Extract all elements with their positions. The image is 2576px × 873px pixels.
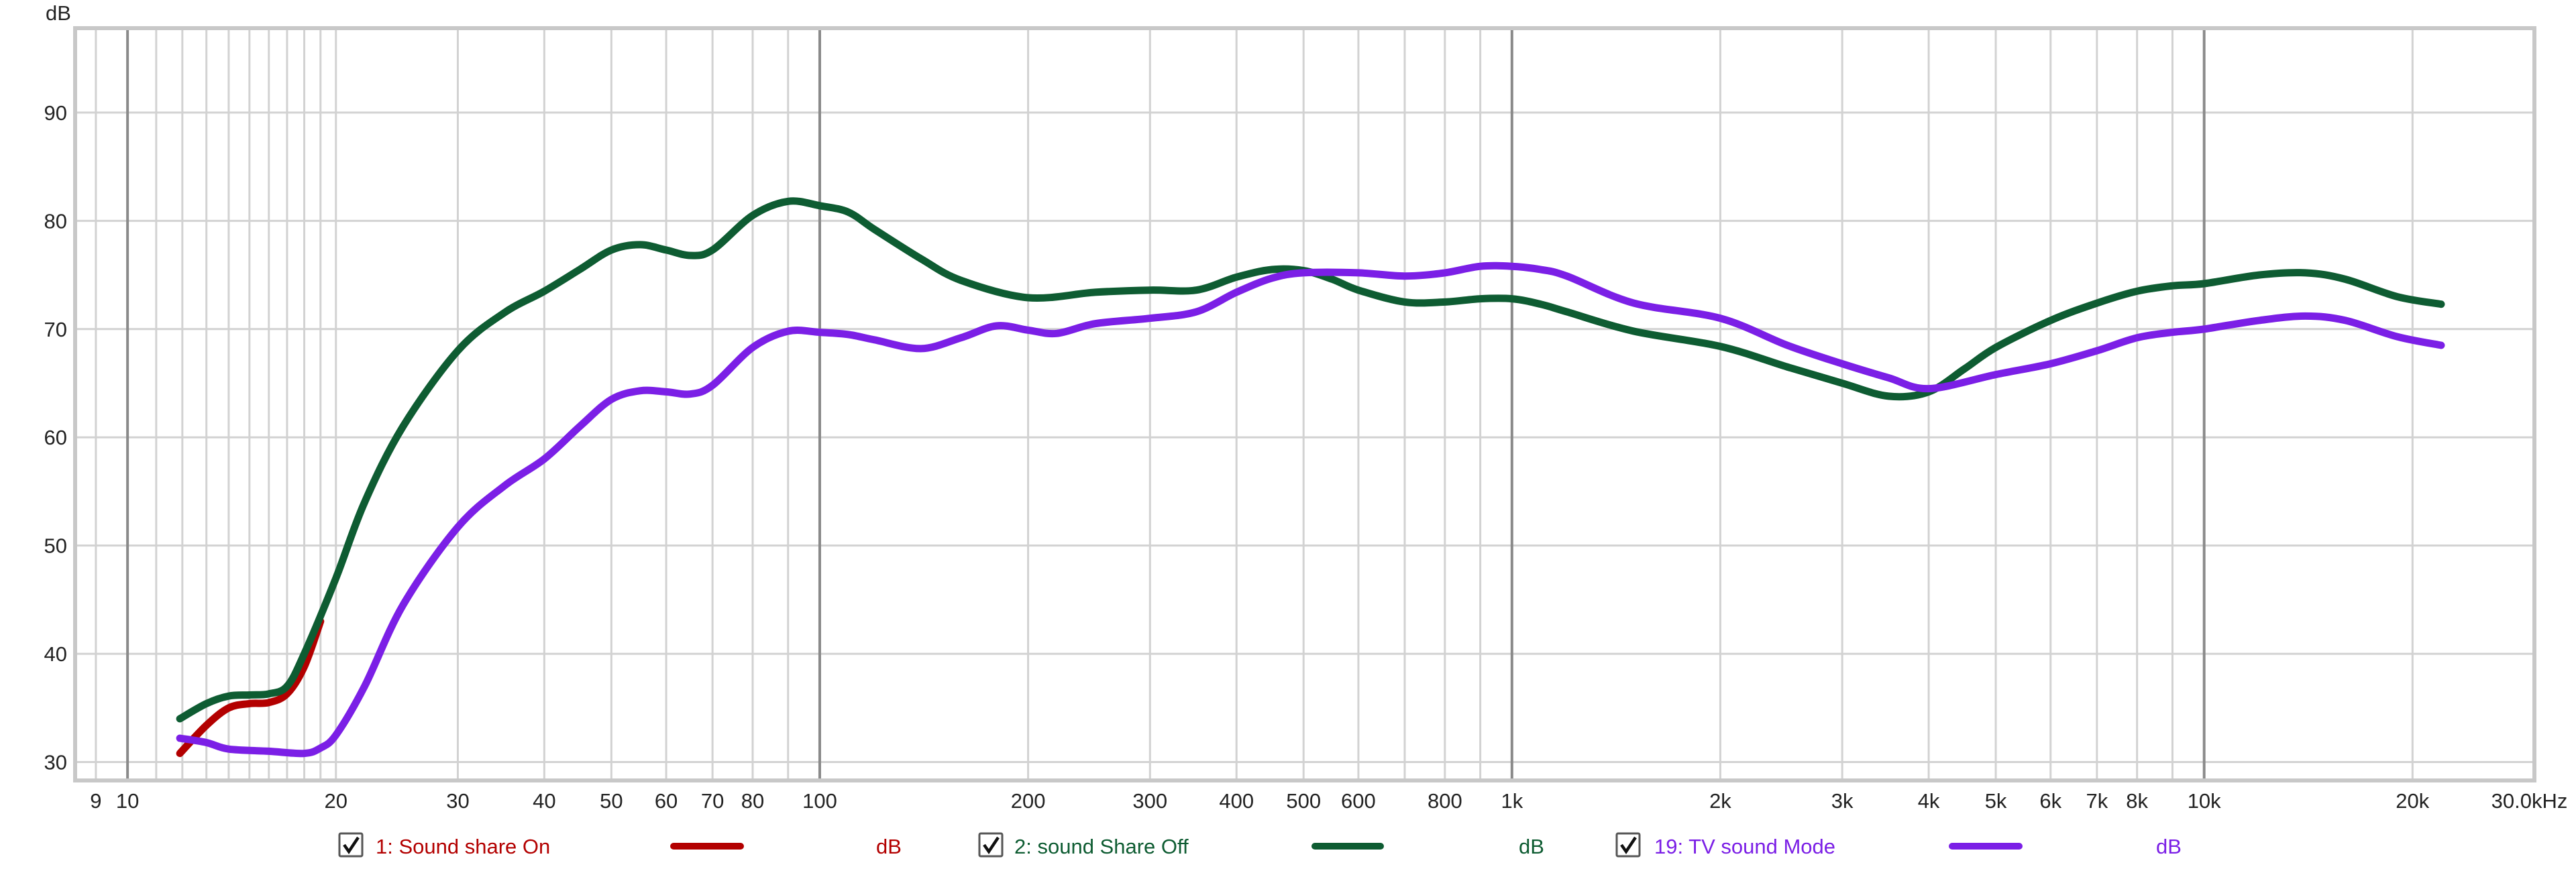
plot-area bbox=[75, 28, 2534, 780]
x-tick-label: 10k bbox=[2188, 789, 2221, 813]
x-axis-ticks: 9 10 20 30 40 50 60 70 80 100 200 300 400 500 600 800 1k… bbox=[90, 789, 2567, 813]
series-line-2 bbox=[176, 197, 2445, 723]
legend-unit: dB bbox=[1519, 835, 1544, 858]
x-tick-label: 30.0kHz bbox=[2491, 789, 2568, 813]
y-axis-ticks: 30 40 50 60 70 80 90 bbox=[44, 101, 67, 774]
check-icon bbox=[983, 836, 1000, 854]
x-tick-label: 80 bbox=[741, 789, 764, 813]
x-tick-label: 5k bbox=[1985, 789, 2007, 813]
plot-frame bbox=[73, 26, 2536, 782]
x-tick-label: 2k bbox=[1709, 789, 1731, 813]
x-tick-label: 40 bbox=[533, 789, 555, 813]
x-tick-label: 1k bbox=[1501, 789, 1523, 813]
x-tick-label: 200 bbox=[1011, 789, 1046, 813]
x-tick-label: 300 bbox=[1132, 789, 1167, 813]
x-tick-label: 3k bbox=[1831, 789, 1854, 813]
legend-checkbox[interactable] bbox=[338, 832, 364, 858]
legend-item-1: 1: Sound share On dB bbox=[338, 832, 902, 858]
y-tick-label: 80 bbox=[44, 209, 67, 233]
x-tick-label: 4k bbox=[1918, 789, 1940, 813]
legend-label: 2: sound Share Off bbox=[1014, 835, 1189, 858]
x-tick-label: 100 bbox=[802, 789, 837, 813]
x-tick-label: 7k bbox=[2086, 789, 2108, 813]
legend-checkbox[interactable] bbox=[1615, 832, 1641, 858]
legend-item-2: 2: sound Share Off dB bbox=[978, 832, 1544, 858]
legend: 1: Sound share On dB 2: sound Share Off dB 1… bbox=[338, 832, 2182, 858]
x-tick-label: 6k bbox=[2039, 789, 2061, 813]
y-tick-label: 50 bbox=[44, 534, 67, 558]
y-tick-label: 90 bbox=[44, 101, 67, 125]
x-tick-label: 10 bbox=[116, 789, 139, 813]
x-tick-label: 9 bbox=[90, 789, 101, 813]
y-tick-label: 70 bbox=[44, 318, 67, 341]
y-tick-label: 40 bbox=[44, 642, 67, 666]
x-tick-label: 600 bbox=[1341, 789, 1376, 813]
x-tick-label: 60 bbox=[655, 789, 678, 813]
legend-unit: dB bbox=[876, 835, 902, 858]
series-line-3 bbox=[176, 261, 2445, 758]
legend-item-3: 19: TV sound Mode dB bbox=[1615, 832, 2182, 858]
y-axis-unit-label: dB bbox=[46, 1, 71, 25]
check-icon bbox=[343, 836, 360, 854]
x-tick-label: 70 bbox=[701, 789, 724, 813]
legend-unit: dB bbox=[2156, 835, 2182, 858]
x-tick-label: 20k bbox=[2396, 789, 2429, 813]
x-tick-label: 30 bbox=[446, 789, 469, 813]
series-line-1 bbox=[176, 618, 325, 758]
x-tick-label: 50 bbox=[600, 789, 623, 813]
x-tick-label: 400 bbox=[1219, 789, 1254, 813]
legend-label: 1: Sound share On bbox=[376, 835, 550, 858]
y-tick-label: 60 bbox=[44, 426, 67, 449]
x-tick-label: 500 bbox=[1286, 789, 1321, 813]
x-tick-label: 800 bbox=[1428, 789, 1462, 813]
x-tick-label: 20 bbox=[325, 789, 347, 813]
check-icon bbox=[1620, 836, 1637, 854]
series-layer bbox=[176, 197, 2445, 758]
x-tick-label: 8k bbox=[2126, 789, 2148, 813]
y-tick-label: 30 bbox=[44, 751, 67, 774]
legend-checkbox[interactable] bbox=[978, 832, 1004, 858]
grid bbox=[75, 28, 2534, 780]
legend-label: 19: TV sound Mode bbox=[1654, 835, 1835, 858]
